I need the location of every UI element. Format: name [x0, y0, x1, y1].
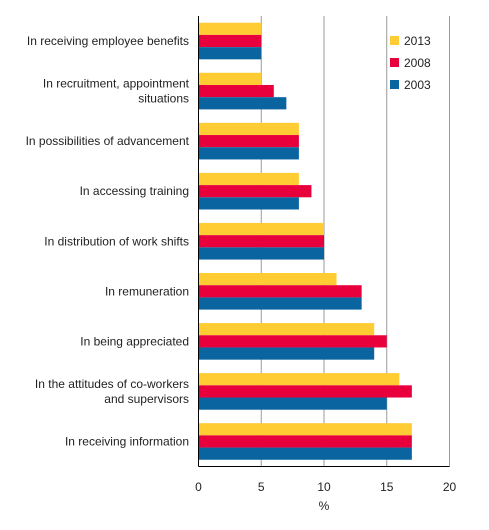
bar [198, 185, 312, 198]
bar [198, 222, 324, 236]
bar [198, 172, 299, 186]
bar [198, 347, 375, 360]
category-label: In receiving employee benefits [27, 34, 189, 48]
legend-label: 2003 [404, 78, 431, 92]
bar [198, 197, 299, 210]
legend-swatch [390, 58, 399, 67]
x-tick-label: 15 [380, 480, 394, 494]
bar [198, 435, 412, 448]
category-label: In possibilities of advancement [26, 134, 190, 148]
bar [198, 297, 362, 310]
x-tick-label: 10 [317, 480, 331, 494]
axes [198, 16, 450, 467]
x-tick-label: 0 [195, 480, 202, 494]
bar [198, 247, 324, 260]
bar [198, 34, 262, 48]
legend: 2013 2008 2003 [390, 34, 431, 92]
bar [198, 135, 299, 148]
x-tick-labels: 0 5 10 15 20 [195, 480, 456, 494]
bar [198, 72, 262, 85]
bar [198, 84, 274, 98]
bar [198, 97, 287, 110]
category-label: In remuneration [105, 284, 189, 298]
x-tick-label: 20 [443, 480, 457, 494]
legend-label: 2013 [404, 34, 431, 48]
category-label: In accessing training [80, 184, 189, 198]
bar [198, 323, 375, 336]
legend-swatch [390, 36, 399, 45]
bar [198, 147, 299, 160]
x-tick-label: 5 [258, 480, 265, 494]
bar [198, 122, 299, 136]
category-label: In the attitudes of co-workers and superv… [35, 377, 189, 406]
legend-swatch [390, 80, 399, 89]
bar [198, 397, 387, 410]
bars [198, 22, 412, 460]
legend-label: 2008 [404, 56, 431, 70]
bar [198, 47, 262, 60]
category-label: In receiving information [65, 434, 189, 448]
bar [198, 235, 324, 248]
category-labels: In receiving employee benefits In recruit… [26, 34, 190, 448]
x-axis-label: % [319, 499, 330, 513]
category-label: In being appreciated [80, 334, 189, 348]
bar [198, 22, 262, 35]
bar [198, 373, 400, 386]
category-label: In recruitment, appointment situations [43, 77, 190, 106]
bar [198, 385, 412, 398]
bar [198, 285, 362, 298]
bar [198, 335, 387, 348]
bar [198, 273, 337, 286]
bar [198, 447, 412, 460]
category-label: In distribution of work shifts [44, 234, 189, 248]
bar [198, 423, 412, 436]
